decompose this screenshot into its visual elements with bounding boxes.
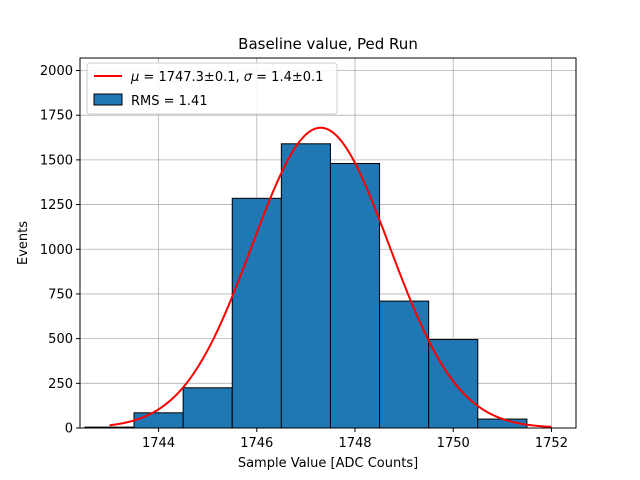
legend-sigma-value: = 1.4±0.1 bbox=[252, 70, 323, 85]
histogram-bar bbox=[329, 162, 381, 429]
histogram-bar bbox=[379, 300, 430, 429]
y-tick-label: 500 bbox=[48, 332, 73, 347]
legend-sigma-symbol: σ bbox=[244, 70, 253, 85]
legend-fit-label: μ = 1747.3±0.1, σ = 1.4±0.1 bbox=[130, 70, 323, 85]
x-tick-label: 1746 bbox=[240, 436, 273, 451]
x-tick-label: 1748 bbox=[338, 436, 371, 451]
plot-frame bbox=[79, 57, 577, 429]
y-tick-label: 0 bbox=[65, 422, 73, 437]
histogram-bar bbox=[231, 197, 282, 429]
legend-hist-label: RMS = 1.41 bbox=[131, 94, 208, 109]
legend-box bbox=[86, 62, 338, 115]
histogram-bar bbox=[133, 412, 184, 429]
y-tick-label: 2000 bbox=[40, 64, 73, 79]
y-axis-label: Events bbox=[16, 221, 31, 265]
y-tick-label: 750 bbox=[48, 287, 73, 302]
x-tick-label: 1752 bbox=[535, 436, 568, 451]
y-axis-ticks: 0 250 500 750 1000 1250 1500 1750 2000 bbox=[40, 64, 80, 437]
y-tick-label: 250 bbox=[48, 377, 73, 392]
histogram-bars bbox=[84, 143, 528, 429]
y-tick-label: 1750 bbox=[40, 109, 73, 124]
x-axis-ticks: 1744 1746 1748 1750 1752 bbox=[142, 428, 568, 451]
gaussian-fit-curve bbox=[109, 126, 552, 428]
y-tick-label: 1000 bbox=[40, 243, 73, 258]
legend-mu-symbol: μ bbox=[130, 70, 139, 85]
legend-hist-swatch bbox=[93, 93, 123, 106]
y-tick-label: 1250 bbox=[40, 198, 73, 213]
legend: μ = 1747.3±0.1, σ = 1.4±0.1 RMS = 1.41 bbox=[86, 62, 338, 115]
legend-mu-value: = 1747.3±0.1, bbox=[139, 70, 243, 85]
histogram-bar bbox=[182, 387, 233, 429]
chart-title: Baseline value, Ped Run bbox=[238, 35, 418, 53]
x-tick-label: 1750 bbox=[437, 436, 470, 451]
y-tick-label: 1500 bbox=[40, 153, 73, 168]
x-tick-label: 1744 bbox=[142, 436, 175, 451]
x-axis-label: Sample Value [ADC Counts] bbox=[238, 456, 418, 471]
histogram-bar bbox=[280, 143, 331, 429]
